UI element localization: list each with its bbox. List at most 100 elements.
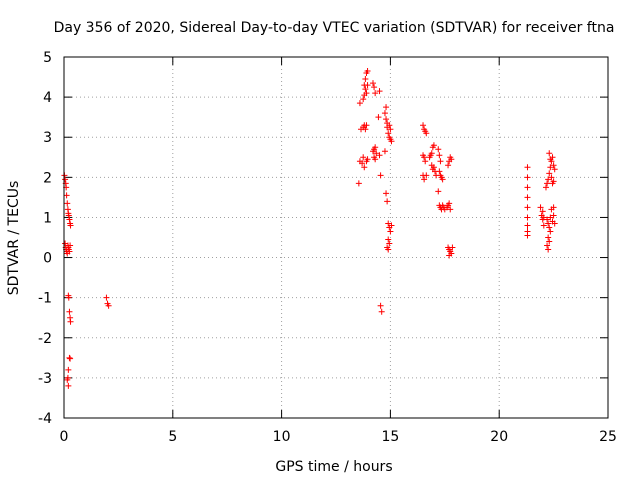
data-point [372,144,379,151]
data-point [546,170,553,177]
y-axis-label: SDTVAR / TECUs [6,181,22,296]
data-point [387,228,394,235]
data-point [356,100,363,107]
y-tick-label: 1 [43,210,52,226]
data-point [381,110,388,117]
data-point [551,220,558,227]
data-point [67,355,74,362]
data-point [524,194,531,201]
x-tick-label: 5 [168,429,177,445]
data-point [448,156,455,163]
data-point [67,222,74,229]
data-point [383,104,390,111]
data-point [550,178,557,185]
x-axis-label: GPS time / hours [275,459,392,475]
data-point [66,308,73,315]
data-point [362,76,369,83]
data-point [387,126,394,133]
data-point [371,84,378,91]
data-point [546,150,553,157]
data-point [430,164,437,171]
data-point [66,354,73,361]
data-point [384,198,391,205]
data-point [362,86,369,93]
data-point [372,90,379,97]
data-point [103,294,110,301]
data-point [377,302,384,309]
data-point [547,214,554,221]
data-point [363,122,370,129]
data-point [435,146,442,153]
data-point [428,150,435,157]
data-point [551,166,558,173]
data-point [360,154,367,161]
data-point [65,294,72,301]
data-point [66,248,73,255]
y-tick-label: -4 [38,411,52,427]
data-point [439,176,446,183]
y-tick-label: 5 [43,50,52,66]
data-point [446,200,453,207]
data-point [375,114,382,121]
data-point [423,130,430,137]
data-point [524,174,531,181]
y-tick-label: -2 [38,331,52,347]
data-point [540,222,547,229]
data-point [62,176,69,183]
data-point [539,208,546,215]
data-point [65,366,72,373]
data-point [546,238,553,245]
data-point [377,172,384,179]
data-point [381,148,388,155]
data-point [546,224,553,231]
data-point [545,246,552,253]
data-point [67,242,74,249]
data-point [66,216,73,223]
data-point [548,174,555,181]
data-point [383,190,390,197]
y-tick-label: 2 [43,170,52,186]
data-point [430,142,437,149]
data-point [547,156,554,163]
data-point [544,180,551,187]
data-point [524,232,531,239]
data-point [364,68,371,75]
data-point [364,156,371,163]
data-point [373,150,380,157]
y-tick-label: -3 [38,371,52,387]
y-tick-label: 0 [43,251,52,267]
y-tick-label: -1 [38,291,52,307]
data-point [383,116,390,123]
data-point [550,162,557,169]
data-point [437,158,444,165]
chart-title: Day 356 of 2020, Sidereal Day-to-day VTE… [54,20,615,36]
data-point [524,222,531,229]
x-tick-label: 0 [60,429,69,445]
data-point [385,130,392,137]
data-point [359,160,366,167]
x-tick-label: 25 [599,429,617,445]
axis-ticks: 0 5 10 15 20 25 -4 -3 -2 -1 0 1 2 3 4 5 [38,50,617,445]
data-point [544,216,551,223]
data-point [524,204,531,211]
y-tick-label: 3 [43,130,52,146]
data-point [63,192,70,199]
data-point [550,204,557,211]
data-point [421,154,428,161]
y-tick-label: 4 [43,90,52,106]
data-point [524,164,531,171]
x-tick-label: 20 [490,429,508,445]
data-point [435,188,442,195]
data-point [547,228,554,235]
data-points [61,68,558,389]
x-tick-label: 10 [273,429,291,445]
data-point [545,220,552,227]
x-tick-label: 15 [381,429,399,445]
data-point [420,122,427,129]
data-point [363,90,370,97]
data-point [360,96,367,103]
data-point [67,318,74,325]
data-point [547,164,554,171]
data-point [524,214,531,221]
